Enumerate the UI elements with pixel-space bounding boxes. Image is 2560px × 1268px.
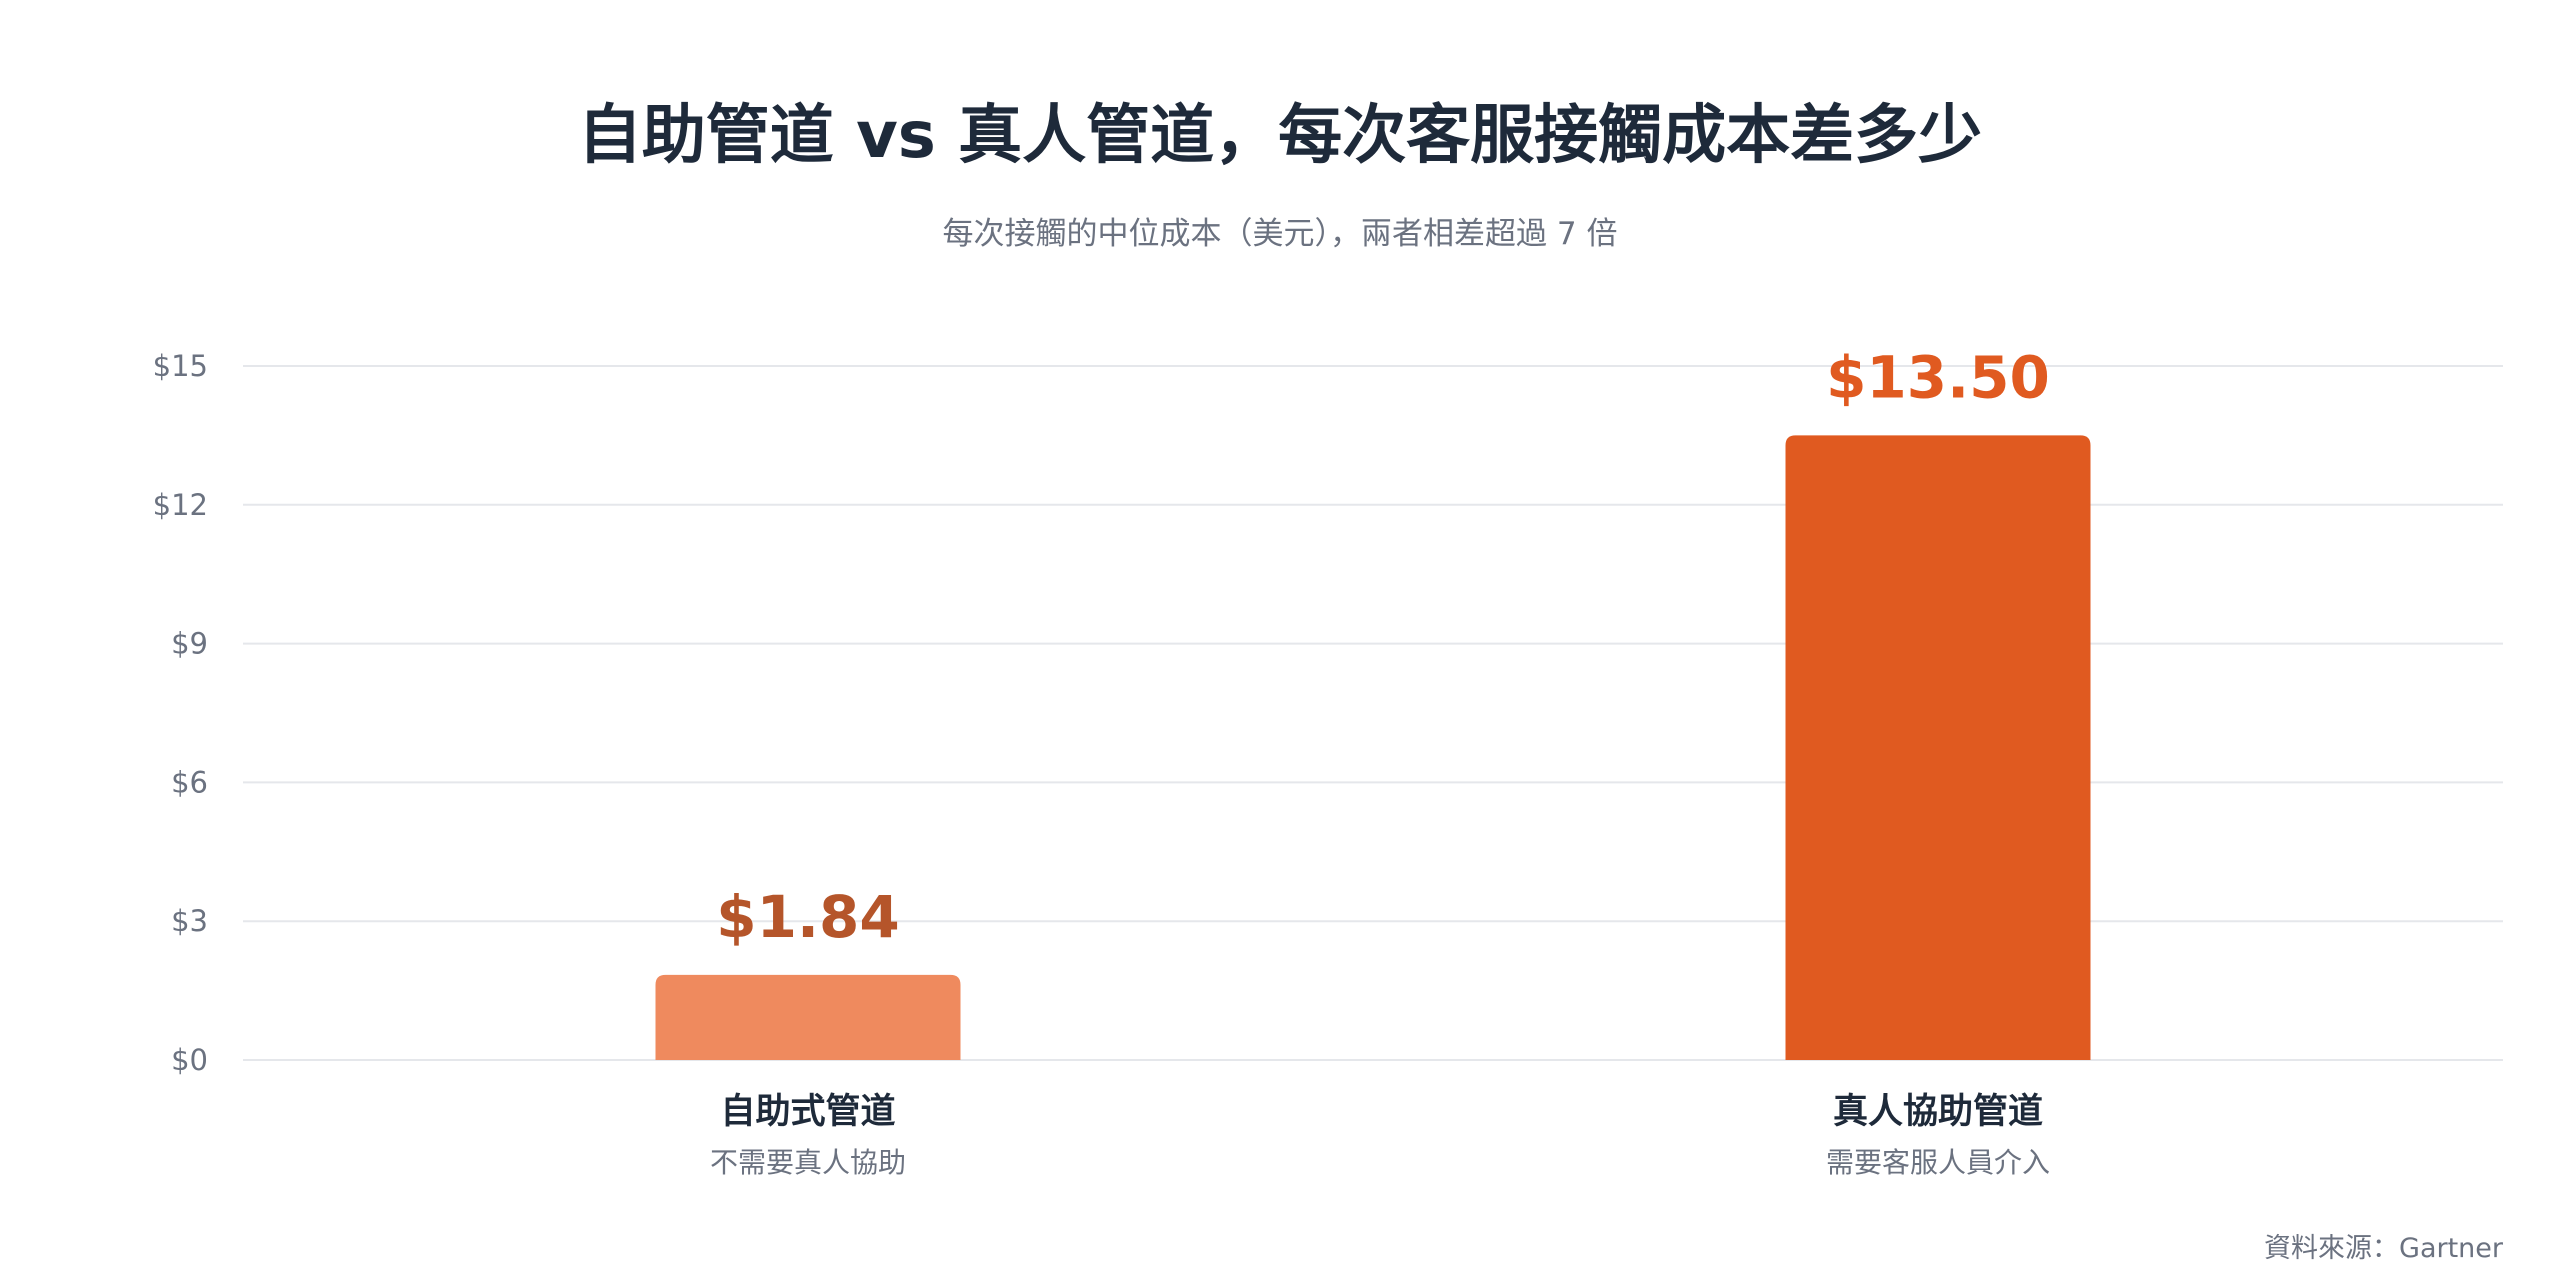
y-axis-ticks: $0 $3 $6 $9 $12 $15 xyxy=(153,349,208,1077)
category-label: 自助式管道 xyxy=(720,1092,895,1132)
y-tick-label: $0 xyxy=(171,1043,208,1077)
chart-subtitle: 每次接觸的中位成本（美元），兩者相差超過 7 倍 xyxy=(942,216,1618,252)
category-sublabel: 不需要真人協助 xyxy=(710,1146,906,1179)
grid-lines xyxy=(243,365,2503,1061)
y-tick-label: $3 xyxy=(171,904,208,938)
y-tick-label: $15 xyxy=(153,349,208,383)
value-label: $13.50 xyxy=(1826,343,2050,411)
y-tick-label: $9 xyxy=(171,627,208,661)
value-label: $1.84 xyxy=(716,883,899,951)
bar-1 xyxy=(655,974,961,1060)
bar-2 xyxy=(1785,435,2091,1060)
chart-title: 自助管道 vs 真人管道，每次客服接觸成本差多少 xyxy=(577,99,1983,173)
category-label: 真人協助管道 xyxy=(1833,1092,2043,1132)
y-tick-label: $12 xyxy=(153,488,208,522)
y-tick-label: $6 xyxy=(171,765,208,799)
bars xyxy=(655,435,2091,1060)
category-sublabel: 需要客服人員介入 xyxy=(1826,1146,2050,1179)
value-labels: $1.84 $13.50 xyxy=(716,343,2050,950)
source-note: 資料來源：Gartner xyxy=(2264,1233,2503,1264)
